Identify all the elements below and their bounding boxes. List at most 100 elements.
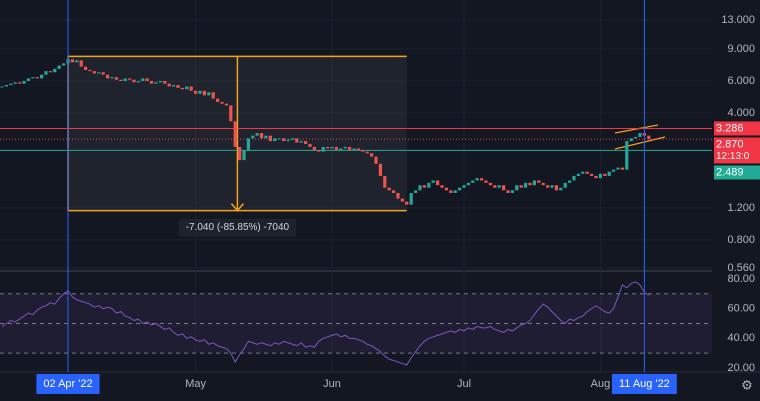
rsi-tick-label: 20.00: [727, 362, 755, 374]
candle: [409, 192, 413, 205]
candle: [238, 146, 242, 161]
candle: [75, 60, 79, 63]
channel-line: [614, 124, 659, 134]
candle: [506, 190, 510, 193]
candle: [84, 66, 88, 70]
candle: [22, 80, 26, 84]
price-label: 2.870: [716, 138, 744, 150]
candle: [251, 135, 255, 139]
candle: [515, 185, 519, 191]
candle: [453, 190, 457, 193]
candle: [378, 163, 382, 176]
candle: [537, 180, 541, 183]
candle: [585, 171, 589, 174]
candle: [634, 136, 638, 139]
candle: [299, 141, 303, 143]
candle: [88, 69, 92, 72]
crosshair-label: 11 Aug '22: [619, 378, 670, 390]
candle: [444, 187, 448, 191]
candle: [317, 150, 321, 152]
candle: [224, 103, 228, 106]
price-label-bg: [714, 165, 760, 180]
rsi-line: [1, 281, 650, 366]
y-tick-label: 4.000: [727, 107, 755, 119]
candle: [79, 60, 83, 67]
candle: [185, 86, 189, 90]
price-countdown: 12:13:0: [716, 151, 750, 162]
candle: [405, 201, 409, 205]
candle: [53, 68, 57, 73]
candle: [471, 180, 475, 183]
candle: [154, 82, 158, 84]
candle: [295, 138, 299, 143]
crosshair-label-bg: [36, 374, 100, 394]
candle: [334, 146, 338, 151]
candle: [356, 148, 360, 151]
candle: [216, 98, 220, 102]
candle: [40, 74, 44, 79]
candle: [607, 171, 611, 176]
candle: [132, 79, 136, 83]
candle: [550, 185, 554, 188]
candle: [9, 83, 13, 86]
y-tick-label: 0.560: [727, 262, 755, 274]
candle: [4, 85, 8, 87]
candle: [519, 185, 523, 188]
candle: [97, 72, 101, 74]
price-label-bg: [714, 137, 760, 164]
candle: [510, 190, 514, 193]
candle: [180, 87, 184, 90]
candle: [343, 146, 347, 149]
candle: [524, 182, 528, 188]
candle: [123, 78, 127, 81]
candle: [260, 133, 264, 139]
candle: [361, 150, 365, 152]
candle: [572, 175, 576, 181]
y-tick-label: 9.000: [727, 43, 755, 55]
candle: [13, 82, 17, 84]
candle: [220, 101, 224, 104]
candle: [497, 185, 501, 188]
candle: [502, 185, 506, 191]
settings-icon[interactable]: ⚙: [741, 377, 753, 392]
candle: [339, 148, 343, 151]
rsi-tick-label: 60.00: [727, 303, 755, 315]
candle: [559, 187, 563, 191]
candle: [431, 180, 435, 183]
candle: [211, 92, 215, 99]
candle: [163, 80, 167, 84]
candle: [493, 185, 497, 188]
candle: [128, 78, 132, 80]
candle: [242, 150, 246, 161]
channel-line: [614, 136, 666, 150]
candle: [462, 185, 466, 188]
candle: [110, 77, 114, 79]
candle: [647, 135, 651, 140]
candle: [264, 135, 268, 139]
price-label: 2.489: [716, 166, 744, 178]
candle: [427, 182, 431, 188]
candle: [414, 190, 418, 193]
candle: [194, 90, 198, 94]
rsi-tick-label: 80.00: [727, 273, 755, 285]
candle: [563, 182, 567, 188]
candle: [150, 80, 154, 84]
candle: [70, 59, 74, 63]
candle: [392, 190, 396, 193]
candle: [590, 173, 594, 176]
candle: [0, 86, 4, 88]
candle: [554, 185, 558, 191]
candle: [312, 146, 316, 151]
candle: [458, 187, 462, 191]
candle: [92, 71, 96, 74]
candle: [31, 77, 35, 79]
candle: [418, 185, 422, 191]
candle: [106, 74, 110, 79]
candle: [233, 121, 237, 147]
grid: [0, 0, 712, 372]
candle: [286, 139, 290, 142]
candle: [273, 138, 277, 142]
candle: [422, 185, 426, 188]
candle: [308, 143, 312, 147]
